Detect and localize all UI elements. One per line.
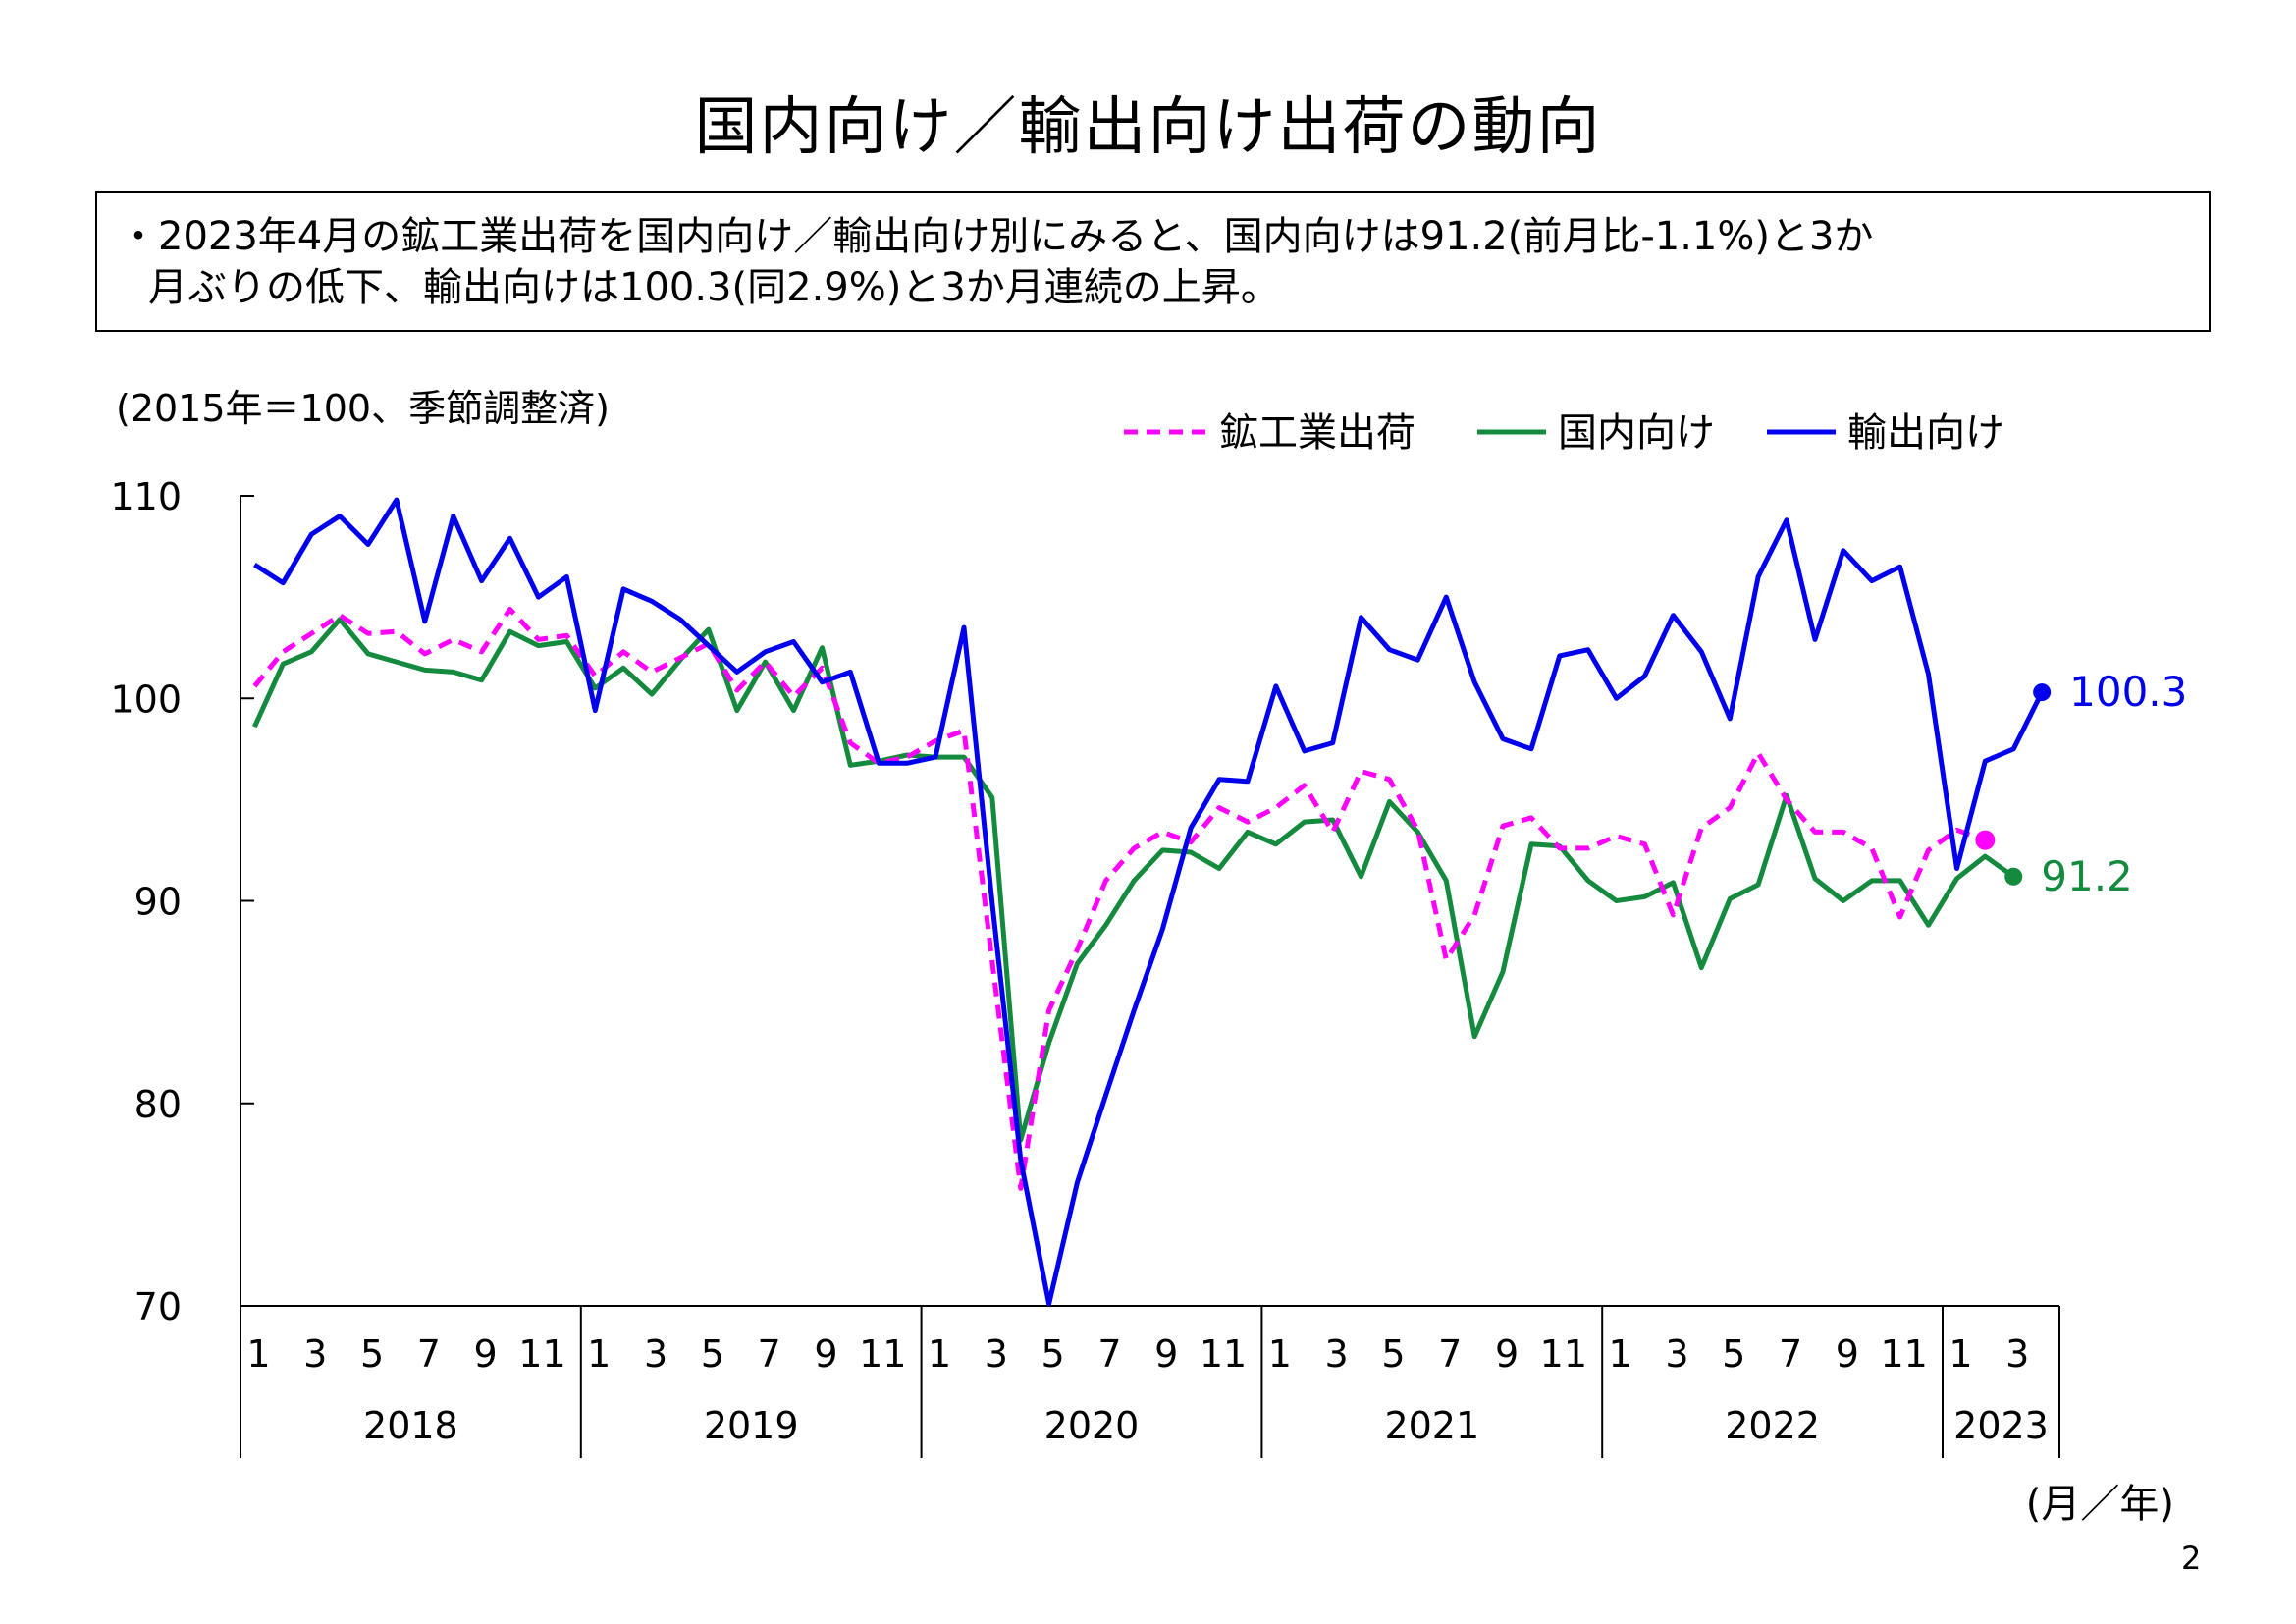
- legend-label-2: 国内向け: [1558, 410, 1715, 456]
- summary-line-1: ・2023年4月の鉱工業出荷を国内向け／輸出向け別にみると、国内向けは91.2(…: [119, 214, 1874, 259]
- year-label: 2018: [363, 1404, 458, 1447]
- month-tick-label: 11: [1540, 1332, 1587, 1376]
- legend-label-1: 鉱工業出荷: [1219, 410, 1415, 456]
- month-tick-label: 9: [814, 1332, 837, 1376]
- month-tick-label: 7: [758, 1332, 781, 1376]
- month-tick-label: 9: [1154, 1332, 1178, 1376]
- month-tick-label: 11: [518, 1332, 565, 1376]
- month-tick-label: 11: [1880, 1332, 1927, 1376]
- month-tick-label: 3: [644, 1332, 667, 1376]
- x-axis-label: (月／年): [2026, 1482, 2174, 1527]
- month-tick-label: 7: [417, 1332, 441, 1376]
- month-tick-label: 9: [1495, 1332, 1519, 1376]
- year-label: 2021: [1384, 1404, 1479, 1447]
- month-tick-label: 9: [474, 1332, 498, 1376]
- month-tick-label: 1: [246, 1332, 270, 1376]
- month-tick-label: 1: [1949, 1332, 1972, 1376]
- series-line-3: [253, 497, 2045, 1307]
- month-tick-label: 3: [1325, 1332, 1349, 1376]
- month-tick-label: 1: [587, 1332, 611, 1376]
- y-tick-label: 110: [110, 475, 182, 518]
- month-tick-label: 9: [1836, 1332, 1859, 1376]
- summary-box: ・2023年4月の鉱工業出荷を国内向け／輸出向け別にみると、国内向けは91.2(…: [95, 191, 2211, 332]
- month-tick-label: 1: [928, 1332, 951, 1376]
- month-tick-label: 5: [1722, 1332, 1745, 1376]
- month-tick-label: 7: [1438, 1332, 1462, 1376]
- series-end-marker-1: [1975, 830, 1996, 850]
- summary-line-2: 月ぶりの低下、輸出向けは100.3(同2.9%)と3か月連続の上昇。: [148, 265, 1280, 310]
- chart-series: [252, 497, 2052, 1307]
- month-tick-label: 3: [985, 1332, 1008, 1376]
- month-tick-label: 11: [859, 1332, 906, 1376]
- year-label: 2020: [1044, 1404, 1140, 1447]
- month-tick-label: 3: [303, 1332, 327, 1376]
- month-tick-label: 1: [1268, 1332, 1292, 1376]
- page-number: 2: [2181, 1540, 2202, 1577]
- month-tick-label: 7: [1779, 1332, 1802, 1376]
- y-tick-label: 90: [134, 881, 182, 924]
- y-tick-label: 80: [134, 1083, 182, 1126]
- month-tick-label: 7: [1097, 1332, 1121, 1376]
- y-tick-label: 100: [110, 677, 182, 721]
- year-label: 2022: [1725, 1404, 1820, 1447]
- year-label: 2023: [1953, 1404, 2049, 1447]
- series-end-marker-3: [2033, 683, 2052, 702]
- month-tick-label: 5: [1041, 1332, 1065, 1376]
- series-line-1: [252, 607, 1987, 1191]
- month-tick-label: 1: [1609, 1332, 1632, 1376]
- page-title: 国内向け／輸出向け出荷の動向: [694, 91, 1602, 164]
- month-tick-label: 5: [360, 1332, 384, 1376]
- month-tick-label: 5: [701, 1332, 724, 1376]
- month-tick-label: 3: [1665, 1332, 1688, 1376]
- month-tick-label: 11: [1200, 1332, 1247, 1376]
- unit-note: (2015年＝100、季節調整済): [116, 387, 610, 430]
- series-end-marker-2: [2004, 867, 2023, 886]
- series-end-label-3: 100.3: [2069, 668, 2187, 716]
- chart-legend: 鉱工業出荷 国内向け 輸出向け: [1124, 410, 2004, 456]
- year-label: 2019: [704, 1404, 799, 1447]
- month-tick-label: 5: [1381, 1332, 1405, 1376]
- y-tick-label: 70: [134, 1285, 182, 1328]
- month-tick-label: 3: [2005, 1332, 2029, 1376]
- series-end-label-2: 91.2: [2041, 852, 2133, 900]
- legend-label-3: 輸出向け: [1847, 410, 2004, 456]
- chart-labels: 91.2 100.3: [2041, 668, 2187, 900]
- series-line-2: [252, 617, 2015, 1143]
